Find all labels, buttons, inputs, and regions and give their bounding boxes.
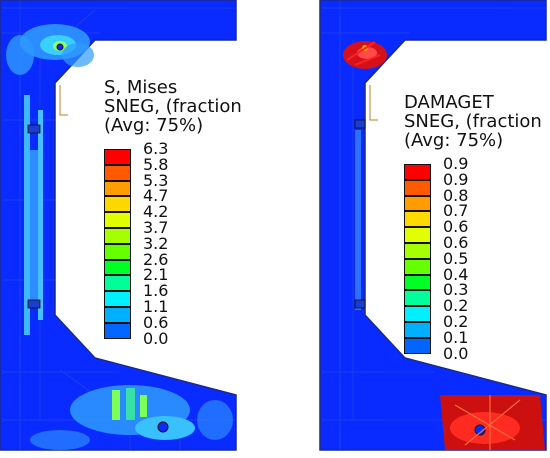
legend-title-line: SNEG, (fraction: [404, 111, 542, 132]
legend-tick-label: 0.6: [443, 233, 469, 252]
mises-stress-panel: S, Mises SNEG, (fraction (Avg: 75%) 6.3 5…: [0, 0, 242, 451]
legend-tick-label: 2.6: [143, 249, 169, 269]
legend-tick-label: 0.8: [443, 185, 469, 205]
legend-title-line: SNEG, (fraction: [104, 96, 242, 117]
legend-tick-label: 0.9: [443, 169, 469, 189]
legend-title-line: (Avg: 75%): [404, 130, 504, 151]
mises-legend: S, Mises SNEG, (fraction (Avg: 75%) 6.3 5…: [104, 78, 242, 351]
mises-legend-title: S, Mises SNEG, (fraction (Avg: 75%): [104, 78, 242, 135]
legend-swatch: [404, 164, 431, 180]
legend-swatch: [404, 274, 431, 291]
legend-swatch: [104, 275, 131, 292]
legend-tick-label: 5.8: [143, 154, 169, 174]
mises-stress-contour-model: [0, 0, 237, 451]
damage-panel: DAMAGET SNEG, (fraction (Avg: 75%) 0.9 0.…: [275, 0, 550, 458]
legend-tick-label: 0.6: [443, 217, 469, 237]
legend-tick-label: 3.7: [143, 218, 169, 237]
legend-swatch: [104, 322, 131, 339]
mises-legend-scale: 6.3 5.8 5.3 4.7 4.2 3.7 3.2 2.6 2.1 1.6 1.1 0.6 0.0: [104, 141, 242, 351]
legend-tick-label: 6.3: [143, 139, 169, 158]
legend-swatch: [104, 243, 131, 260]
legend-tick-label: 1.6: [143, 281, 169, 301]
damage-legend: DAMAGET SNEG, (fraction (Avg: 75%) 0.9 0.…: [404, 93, 542, 366]
legend-tick-label: 0.1: [443, 327, 469, 347]
legend-tick-label: 0.0: [143, 328, 169, 348]
damage-legend-scale: 0.9 0.9 0.8 0.7 0.6 0.6 0.5 0.4 0.3 0.2 0.2 0.1 0.0: [404, 156, 542, 366]
legend-swatch: [104, 228, 131, 244]
legend-tick-label: 0.4: [443, 264, 469, 284]
legend-title-line: S, Mises: [104, 77, 178, 98]
legend-swatch: [404, 290, 431, 307]
legend-tick-label: 0.9: [443, 154, 469, 173]
legend-tick-label: 2.1: [143, 265, 169, 285]
legend-swatch: [104, 164, 131, 181]
legend-tick-label: 0.3: [443, 280, 469, 300]
legend-swatch: [104, 196, 131, 213]
damage-contour-model: [319, 0, 547, 451]
legend-tick-label: 0.0: [443, 343, 469, 363]
legend-tick-label: 0.6: [143, 312, 169, 332]
legend-tick-label: 3.2: [143, 233, 169, 253]
legend-swatch: [104, 180, 131, 197]
legend-swatch: [404, 322, 431, 338]
legend-tick-label: 0.2: [443, 296, 469, 316]
legend-swatch: [404, 179, 431, 196]
legend-swatch: [104, 259, 131, 276]
legend-tick-label: 5.3: [143, 170, 169, 190]
legend-tick-label: 4.2: [143, 202, 169, 222]
legend-tick-label: 0.2: [443, 312, 469, 331]
legend-swatch: [404, 227, 431, 243]
legend-title-line: (Avg: 75%): [104, 115, 204, 136]
legend-swatch: [104, 149, 131, 165]
legend-swatch: [404, 211, 431, 228]
legend-swatch: [104, 212, 131, 228]
legend-swatch: [404, 258, 431, 275]
legend-tick-label: 0.5: [443, 248, 469, 268]
damage-legend-title: DAMAGET SNEG, (fraction (Avg: 75%): [404, 93, 542, 150]
legend-tick-label: 4.7: [143, 186, 169, 206]
legend-swatch: [404, 195, 431, 212]
legend-swatch: [104, 307, 131, 323]
legend-tick-label: 1.1: [143, 297, 169, 316]
legend-swatch: [404, 337, 431, 354]
legend-title-line: DAMAGET: [404, 92, 494, 113]
legend-swatch: [404, 306, 431, 322]
legend-swatch: [404, 243, 431, 259]
legend-swatch: [104, 291, 131, 307]
legend-tick-label: 0.7: [443, 201, 469, 221]
